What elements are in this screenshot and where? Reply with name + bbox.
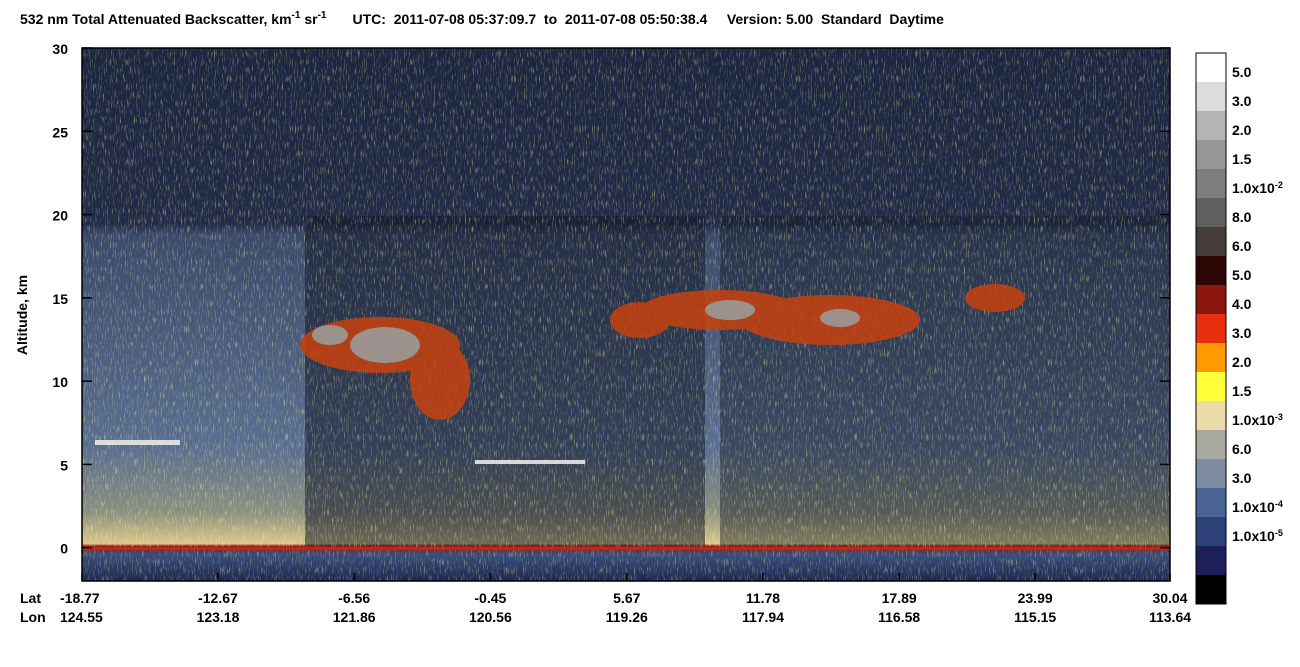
x-tick-label: -6.56 <box>338 590 370 606</box>
colorbar-label: 1.0x10-2 <box>1232 180 1283 196</box>
colorbar-label-exp: -5 <box>1275 528 1283 538</box>
colorbar-label: 5.0 <box>1232 267 1252 283</box>
x-tick-label: 30.04 <box>1152 590 1187 606</box>
colorbar-swatch <box>1196 459 1226 488</box>
lon-label: 115.15 <box>1014 609 1056 625</box>
colorbar-frame <box>1195 52 1227 605</box>
y-axis-label: Altitude, km <box>14 275 30 355</box>
y-tick-label: 25 <box>52 124 68 140</box>
colorbar-label: 4.0 <box>1232 296 1252 312</box>
colorbar-swatch <box>1196 169 1226 198</box>
colorbar-label: 1.0x10-5 <box>1232 528 1283 544</box>
lon-label: 113.64 <box>1149 609 1191 625</box>
row-label: Lat <box>20 590 41 606</box>
colorbar-swatch <box>1196 198 1226 227</box>
y-tick-label: 5 <box>60 457 68 473</box>
colorbar-swatch <box>1196 82 1226 111</box>
colorbar-label: 2.0 <box>1232 354 1252 370</box>
title-sup: -1 <box>318 10 327 21</box>
lon-label: 116.58 <box>878 609 920 625</box>
colorbar-label: 1.0x10-3 <box>1232 412 1283 428</box>
chart-title: 532 nm Total Attenuated Backscatter, km-… <box>20 10 944 27</box>
x-tick-label: 17.89 <box>882 590 917 606</box>
colorbar-swatch <box>1196 285 1226 314</box>
title-sup: -1 <box>292 10 301 21</box>
colorbar-swatch <box>1196 488 1226 517</box>
y-tick-label: 20 <box>52 208 68 224</box>
colorbar-label: 1.5 <box>1232 151 1252 167</box>
lon-label: 117.94 <box>742 609 784 625</box>
x-tick-label: -18.77 <box>60 590 100 606</box>
colorbar-label: 6.0 <box>1232 441 1252 457</box>
row-label: Lon <box>20 609 46 625</box>
colorbar-label: 1.0x10-4 <box>1232 499 1283 515</box>
plot-frame <box>81 47 1171 582</box>
colorbar-swatch <box>1196 256 1226 285</box>
colorbar-swatch <box>1196 430 1226 459</box>
colorbar-label: 3.0 <box>1232 93 1252 109</box>
x-tick-label: 5.67 <box>613 590 640 606</box>
colorbar-label: 8.0 <box>1232 209 1252 225</box>
lon-label: 121.86 <box>333 609 376 625</box>
colorbar-swatch <box>1196 343 1226 372</box>
title-part: sr <box>300 11 318 27</box>
colorbar-label-exp: -3 <box>1275 412 1283 422</box>
colorbar-swatch <box>1196 401 1226 430</box>
colorbar-label-base: 1.0x10 <box>1232 180 1275 196</box>
header-info: UTC: 2011-07-08 05:37:09.7 to 2011-07-08… <box>352 11 944 27</box>
colorbar-swatch <box>1196 314 1226 343</box>
colorbar-swatch <box>1196 227 1226 256</box>
colorbar-swatch <box>1196 575 1226 604</box>
x-tick-label: -0.45 <box>474 590 506 606</box>
colorbar-label: 2.0 <box>1232 122 1252 138</box>
colorbar-swatch <box>1196 111 1226 140</box>
colorbar-swatch <box>1196 517 1226 546</box>
colorbar-label: 3.0 <box>1232 325 1252 341</box>
colorbar-label-base: 1.0x10 <box>1232 528 1275 544</box>
colorbar-label-base: 1.0x10 <box>1232 499 1275 515</box>
colorbar-label-exp: -2 <box>1275 180 1283 190</box>
colorbar-label-exp: -4 <box>1275 499 1283 509</box>
colorbar-swatch <box>1196 53 1226 82</box>
colorbar-swatch <box>1196 546 1226 575</box>
x-tick-label: 11.78 <box>746 590 780 606</box>
x-tick-label: -12.67 <box>198 590 238 606</box>
y-tick-label: 15 <box>52 291 68 307</box>
curtain-image <box>82 48 1170 581</box>
lon-label: 123.18 <box>197 609 240 625</box>
colorbar-label: 6.0 <box>1232 238 1252 254</box>
y-tick-label: 0 <box>60 541 68 557</box>
colorbar-label: 5.0 <box>1232 64 1252 80</box>
colorbar-swatch <box>1196 372 1226 401</box>
colorbar-label: 1.5 <box>1232 383 1252 399</box>
lon-label: 119.26 <box>606 609 648 625</box>
x-tick-label: 23.99 <box>1018 590 1053 606</box>
colorbar-swatch <box>1196 140 1226 169</box>
title-part: 532 nm Total Attenuated Backscatter, km <box>20 11 292 27</box>
lon-label: 120.56 <box>469 609 512 625</box>
colorbar-label-base: 1.0x10 <box>1232 412 1275 428</box>
lon-label: 124.55 <box>60 609 103 625</box>
colorbar-label: 3.0 <box>1232 470 1252 486</box>
y-tick-label: 10 <box>52 374 68 390</box>
y-tick-label: 30 <box>52 41 68 57</box>
